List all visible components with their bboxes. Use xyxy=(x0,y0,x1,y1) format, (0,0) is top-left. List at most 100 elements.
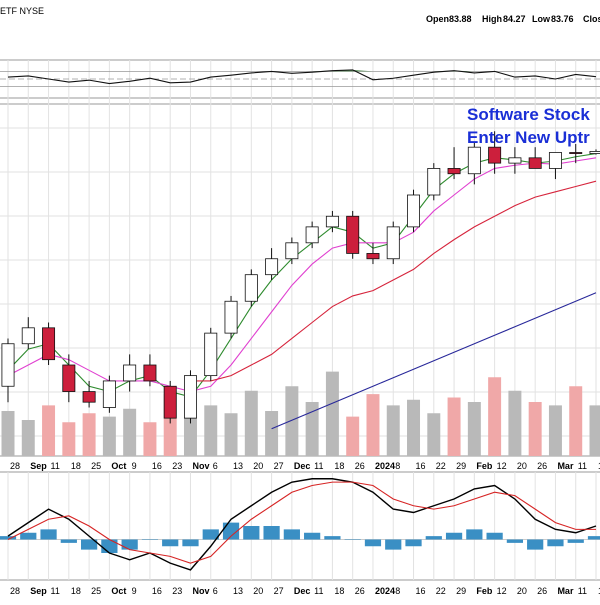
date-tick-label: 29 xyxy=(456,461,466,471)
date-tick-label: Feb xyxy=(476,586,493,596)
macd-histogram-bar xyxy=(202,529,219,540)
volume-bar xyxy=(244,390,258,456)
candle-body xyxy=(1,343,15,387)
volume-bar xyxy=(1,411,15,456)
macd-histogram-bar xyxy=(20,532,37,540)
date-tick-label: 25 xyxy=(91,461,101,471)
date-tick-label: Sep xyxy=(30,461,47,471)
date-tick-label: Dec xyxy=(294,586,311,596)
candle-body xyxy=(42,327,56,361)
date-tick-label: Dec xyxy=(294,461,311,471)
date-tick-label: 11 xyxy=(314,586,323,596)
candle-body xyxy=(589,151,600,154)
date-tick-label: 25 xyxy=(91,586,101,596)
chart-header: ETF NYSE Open 83.88 High 84.27 Low 83.76… xyxy=(0,6,600,24)
annotation-line2: Enter New Uptr xyxy=(467,128,590,147)
date-tick-label: Sep xyxy=(30,586,47,596)
candle-body xyxy=(366,253,380,260)
candle-body xyxy=(62,364,76,392)
candle-body xyxy=(102,380,116,408)
macd-panel xyxy=(0,478,600,571)
macd-histogram-bar xyxy=(182,539,199,547)
volume-bar xyxy=(82,413,96,456)
date-tick-label: 8 xyxy=(395,586,400,596)
macd-histogram-bar xyxy=(466,529,483,540)
date-tick-label: 20 xyxy=(517,586,527,596)
date-tick-label: Mar xyxy=(557,461,574,471)
macd-histogram-bar xyxy=(324,536,341,540)
volume-bar xyxy=(102,416,116,456)
date-tick-label: 11 xyxy=(51,586,60,596)
date-tick-label: 8 xyxy=(395,461,400,471)
candle-body xyxy=(123,364,137,382)
low-label: Low xyxy=(532,14,551,24)
macd-histogram-bar xyxy=(60,539,77,543)
candle-body xyxy=(183,375,197,419)
date-tick-label: 26 xyxy=(537,586,547,596)
volume-bar xyxy=(447,397,461,456)
date-tick-label: Feb xyxy=(476,461,493,471)
volume-bar xyxy=(528,402,542,456)
candle-body xyxy=(548,152,562,169)
date-tick-label: 26 xyxy=(355,461,365,471)
macd-histogram-bar xyxy=(405,539,422,547)
macd-histogram-bar xyxy=(222,522,240,540)
date-tick-label: 23 xyxy=(172,586,182,596)
date-tick-label: 26 xyxy=(537,461,547,471)
date-tick-label: 2024 xyxy=(375,586,395,596)
date-tick-label: 11 xyxy=(51,461,60,471)
candle-body xyxy=(143,364,157,382)
macd-histogram-bar xyxy=(506,539,524,543)
date-tick-label: 18 xyxy=(334,586,344,596)
date-axis-bottom: 28 Sep 11 18 25 Oct 9 16 23 Nov 6 13 20 27 Dec 11 18 26 20… xyxy=(10,586,600,596)
volume-bar xyxy=(62,422,76,456)
date-tick-label: 16 xyxy=(416,586,426,596)
macd-histogram-bar xyxy=(344,539,361,540)
candle-body xyxy=(21,327,35,345)
volume-bar xyxy=(386,405,400,456)
macd-histogram-bar xyxy=(445,532,463,540)
volume-bar xyxy=(467,402,481,456)
volume-bar xyxy=(285,386,299,456)
volume-panel xyxy=(1,371,600,456)
date-tick-label: 18 xyxy=(71,586,81,596)
moving-average-line xyxy=(190,180,597,382)
date-tick-label: 11 xyxy=(578,461,587,471)
candle-body xyxy=(285,242,299,260)
candle-body xyxy=(244,274,258,302)
volume-bar xyxy=(204,405,218,456)
macd-histogram-bar xyxy=(304,532,321,540)
candlesticks xyxy=(1,131,600,424)
open-label: Open xyxy=(426,14,449,24)
date-tick-label: 18 xyxy=(71,461,81,471)
date-tick-label: 6 xyxy=(213,461,218,471)
volume-bar xyxy=(305,402,319,456)
date-tick-label: 28 xyxy=(10,586,20,596)
date-tick-label: 9 xyxy=(132,461,137,471)
macd-histogram-bar xyxy=(162,539,179,547)
date-tick-label: 28 xyxy=(10,461,20,471)
volume-bar xyxy=(224,413,238,456)
date-tick-label: 16 xyxy=(152,461,162,471)
date-tick-label: 22 xyxy=(436,586,446,596)
volume-bar xyxy=(589,405,600,456)
candle-body xyxy=(488,146,502,164)
volume-bar xyxy=(346,416,360,456)
date-tick-label: 20 xyxy=(253,461,263,471)
candle-body xyxy=(346,215,360,254)
date-tick-label: 12 xyxy=(497,586,507,596)
low-value: 83.76 xyxy=(551,14,574,24)
date-tick-label: 29 xyxy=(456,586,466,596)
macd-histogram-bar xyxy=(385,539,402,550)
date-tick-label: 27 xyxy=(274,461,284,471)
candle-body xyxy=(265,258,279,276)
date-axis-top: 28 Sep 11 18 25 Oct 9 16 23 Nov 6 13 20 27 Dec 11 18 26 20… xyxy=(10,461,600,471)
candle-body xyxy=(163,385,177,419)
date-tick-label: 13 xyxy=(233,461,243,471)
macd-histogram-bar xyxy=(587,536,600,540)
candle-body xyxy=(569,152,583,154)
date-tick-label: 20 xyxy=(253,586,263,596)
macd-histogram-bar xyxy=(121,539,138,550)
date-tick-label: Nov xyxy=(192,461,209,471)
oscillator-line xyxy=(7,69,597,85)
